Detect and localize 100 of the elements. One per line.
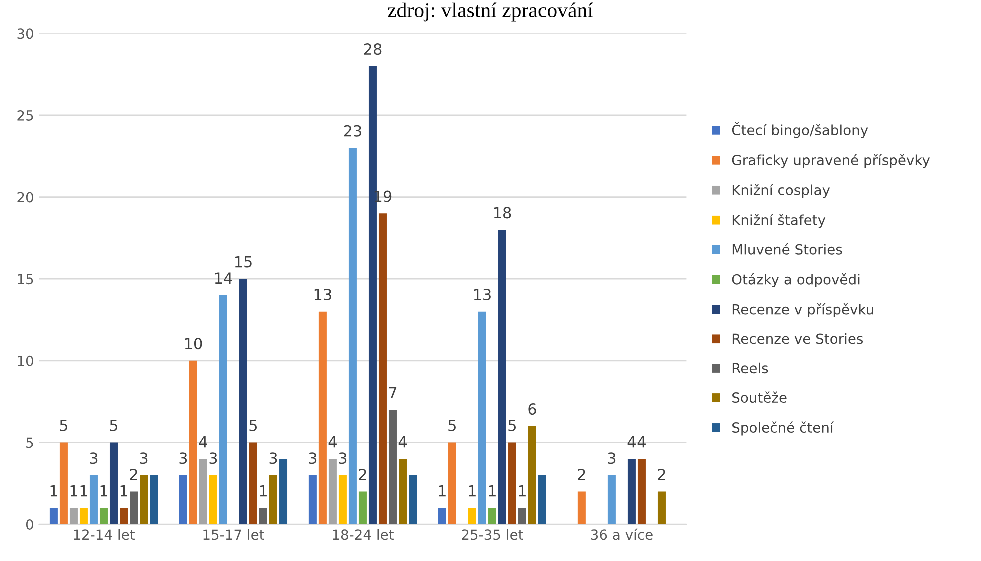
y-tick-label: 0 bbox=[26, 520, 34, 530]
y-tick-label: 5 bbox=[26, 438, 34, 448]
bar bbox=[308, 475, 317, 525]
bar bbox=[388, 410, 397, 525]
y-tick-label: 30 bbox=[18, 28, 34, 40]
data-label: 3 bbox=[90, 452, 98, 464]
data-label: 2 bbox=[130, 468, 138, 480]
data-label: 1 bbox=[519, 486, 526, 497]
bar bbox=[189, 360, 198, 525]
data-label: 14 bbox=[215, 272, 232, 284]
legend-label: Mluvené Stories bbox=[732, 244, 842, 255]
bar bbox=[338, 475, 347, 525]
bar bbox=[280, 459, 288, 525]
data-label: 5 bbox=[508, 420, 516, 432]
data-label: 1 bbox=[80, 486, 88, 497]
bar bbox=[239, 279, 248, 525]
bar bbox=[409, 475, 418, 525]
bar bbox=[318, 312, 327, 525]
x-tick-label: 25-35 let bbox=[462, 529, 524, 540]
legend-label: Recenze ve Stories bbox=[732, 333, 864, 344]
bar bbox=[249, 442, 258, 525]
bar bbox=[259, 508, 268, 525]
bar bbox=[80, 508, 88, 525]
data-label: 10 bbox=[185, 338, 202, 350]
data-label: 23 bbox=[344, 125, 362, 137]
data-label: 6 bbox=[528, 404, 536, 416]
bar bbox=[100, 508, 108, 525]
bar bbox=[140, 475, 148, 525]
legend-label: Recenze v příspěvku bbox=[732, 304, 874, 318]
data-label: 4 bbox=[638, 436, 646, 448]
data-label: 1 bbox=[489, 486, 496, 497]
data-label: 18 bbox=[494, 207, 512, 219]
bar bbox=[578, 492, 586, 525]
bar bbox=[179, 475, 188, 525]
data-label: 3 bbox=[180, 452, 188, 464]
bar bbox=[628, 459, 636, 525]
bar bbox=[528, 426, 536, 525]
bar bbox=[209, 475, 218, 525]
y-tick-label: 15 bbox=[18, 274, 34, 285]
data-label: 13 bbox=[474, 288, 491, 301]
data-label: 2 bbox=[658, 468, 666, 480]
bar bbox=[270, 475, 278, 525]
bar bbox=[60, 442, 68, 525]
y-tick-label: 25 bbox=[18, 110, 34, 121]
bar bbox=[368, 66, 377, 525]
data-label: 13 bbox=[314, 288, 332, 301]
data-label: 2 bbox=[359, 468, 366, 480]
bar bbox=[658, 492, 666, 525]
x-tick-label: 36 a více bbox=[591, 528, 653, 540]
y-tick-label: 10 bbox=[18, 356, 34, 366]
bar bbox=[398, 459, 407, 525]
legend-label: Knižní štafety bbox=[732, 214, 826, 228]
legend-label: Knižní cosplay bbox=[732, 184, 830, 198]
data-label: 1 bbox=[439, 486, 446, 497]
data-label: 1 bbox=[50, 486, 58, 497]
data-label: 1 bbox=[70, 486, 78, 497]
bar bbox=[199, 459, 208, 525]
data-label: 7 bbox=[389, 387, 397, 398]
bar bbox=[120, 508, 128, 525]
bar bbox=[130, 492, 138, 525]
x-tick-label: 12-14 let bbox=[74, 529, 135, 540]
data-label: 15 bbox=[235, 256, 252, 268]
legend-label: Otázky a odpovědi bbox=[732, 274, 860, 288]
bar bbox=[488, 508, 496, 525]
data-label: 3 bbox=[309, 452, 317, 464]
bar bbox=[468, 508, 476, 525]
data-label: 3 bbox=[608, 452, 616, 464]
bar bbox=[50, 508, 58, 525]
data-label: 4 bbox=[328, 436, 337, 448]
bar bbox=[638, 459, 646, 525]
chart-title: zdroj: vlastní zpracování bbox=[388, 2, 594, 22]
bar bbox=[358, 492, 367, 525]
y-tick-label: 20 bbox=[18, 192, 34, 203]
bar bbox=[110, 442, 118, 525]
bar bbox=[518, 508, 526, 525]
data-label: 5 bbox=[250, 420, 258, 432]
legend-label: Reels bbox=[732, 362, 768, 374]
bar bbox=[448, 442, 456, 525]
bar bbox=[378, 214, 387, 525]
legend-label: Graficky upravené příspěvky bbox=[732, 154, 930, 168]
data-label: 4 bbox=[199, 436, 208, 448]
legend-label: Soutěže bbox=[732, 392, 787, 404]
data-label: 1 bbox=[260, 486, 267, 497]
bar bbox=[150, 475, 158, 525]
data-label: 2 bbox=[578, 468, 586, 480]
data-label: 5 bbox=[448, 420, 456, 432]
bar bbox=[608, 475, 616, 525]
data-label: 1 bbox=[120, 486, 128, 497]
bar bbox=[348, 148, 357, 525]
data-label: 3 bbox=[140, 452, 148, 464]
data-label: 28 bbox=[364, 44, 382, 56]
data-label: 5 bbox=[110, 420, 118, 432]
bar bbox=[478, 312, 486, 525]
bar bbox=[498, 230, 506, 525]
x-tick-label: 15-17 let bbox=[204, 529, 264, 540]
data-label: 1 bbox=[469, 486, 476, 497]
data-label: 4 bbox=[628, 436, 636, 448]
x-tick-label: 18-24 let bbox=[333, 529, 394, 540]
data-label: 1 bbox=[100, 486, 108, 497]
data-label: 3 bbox=[339, 452, 347, 464]
